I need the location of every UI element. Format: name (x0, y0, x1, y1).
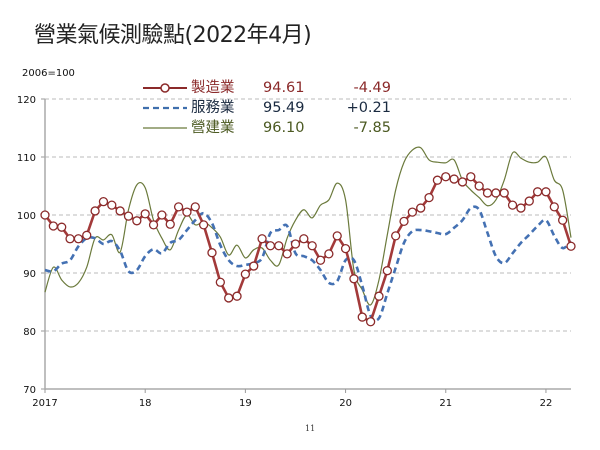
data-point-marker (165, 219, 175, 229)
y-tick-label: 80 (23, 327, 36, 338)
data-point-marker (207, 248, 217, 258)
data-point-marker (449, 174, 459, 184)
data-point-marker (65, 234, 75, 244)
data-point-marker (148, 220, 159, 230)
x-tick-label: 20 (339, 398, 352, 409)
data-point-marker (474, 181, 484, 191)
legend-change: +0.21 (346, 100, 391, 116)
data-point-marker (532, 187, 543, 197)
data-point-marker (190, 202, 200, 212)
legend-value: 96.10 (263, 120, 305, 136)
series-manufacturing-line (43, 175, 573, 324)
data-point-marker (265, 241, 276, 251)
line-circle-marker-icon (143, 83, 187, 93)
legend-value: 95.49 (263, 100, 305, 116)
data-point-marker (307, 241, 317, 251)
legend-item-services: 服務業 95.49 +0.21 (143, 98, 391, 118)
legend-value: 94.61 (263, 80, 305, 96)
data-point-marker (499, 188, 509, 198)
data-point-marker (240, 269, 251, 279)
data-point-marker (399, 216, 409, 227)
data-point-marker (349, 274, 359, 284)
data-point-marker (315, 255, 326, 265)
data-point-marker (82, 230, 92, 240)
data-point-marker (73, 234, 84, 244)
data-point-marker (549, 202, 559, 212)
data-point-marker (491, 188, 501, 198)
data-point-marker (232, 291, 242, 301)
data-point-marker (391, 231, 401, 241)
data-point-marker (541, 187, 551, 197)
data-point-marker (416, 203, 426, 213)
data-point-marker (173, 202, 184, 212)
legend-item-construction: 營建業 96.10 -7.85 (143, 118, 391, 138)
x-tick-label: 21 (439, 398, 452, 409)
data-point-marker (157, 210, 167, 220)
data-point-marker (516, 203, 526, 213)
data-point-marker (123, 211, 134, 221)
chart-title: 營業氣候測驗點(2022年4月) (34, 23, 312, 48)
data-point-marker (566, 241, 576, 251)
page-number: 11 (305, 424, 316, 433)
data-point-marker (282, 249, 292, 259)
y-tick-label: 110 (17, 153, 36, 164)
data-point-marker (290, 239, 301, 249)
y-tick-label: 90 (23, 269, 36, 280)
data-point-marker (215, 277, 225, 287)
legend-change: -7.85 (353, 120, 391, 136)
data-point-marker (40, 210, 50, 220)
data-point-marker (507, 200, 518, 210)
series-services-line (44, 205, 572, 322)
data-point-marker (524, 196, 534, 206)
legend-name: 服務業 (191, 100, 235, 116)
data-point-marker (249, 261, 259, 271)
data-point-marker (365, 317, 376, 327)
data-point-marker (432, 175, 443, 185)
data-point-marker (374, 291, 384, 301)
legend-item-manufacturing: 製造業 94.61 -4.49 (143, 78, 391, 98)
dashed-line-icon (143, 106, 187, 110)
y-tick-label: 70 (23, 385, 36, 396)
data-point-marker (90, 206, 100, 216)
base-year-label: 2006=100 (22, 68, 75, 79)
data-point-marker (340, 243, 351, 254)
legend-name: 製造業 (191, 80, 235, 96)
data-point-marker (299, 234, 309, 244)
data-point-marker (482, 188, 493, 198)
x-tick-label: 18 (139, 398, 152, 409)
data-point-marker (115, 206, 125, 216)
data-point-marker (324, 249, 334, 259)
data-point-marker (407, 207, 418, 217)
legend-change: -4.49 (353, 80, 391, 96)
data-point-marker (441, 172, 451, 182)
data-point-marker (107, 200, 117, 210)
data-point-marker (224, 293, 234, 303)
data-point-marker (182, 207, 192, 217)
data-point-marker (140, 209, 150, 219)
x-tick-label: 2017 (32, 398, 57, 409)
data-point-marker (457, 177, 468, 187)
data-point-marker (274, 241, 284, 251)
solid-line-icon (143, 127, 187, 129)
series-construction-line (44, 146, 572, 306)
data-point-marker (332, 231, 342, 241)
data-point-marker (57, 222, 67, 232)
data-point-marker (558, 215, 568, 225)
y-tick-label: 100 (17, 211, 36, 222)
data-point-marker (382, 266, 392, 276)
data-point-marker (466, 172, 476, 182)
data-point-marker (357, 312, 367, 322)
data-point-marker (48, 221, 58, 231)
legend-name: 營建業 (191, 120, 235, 136)
data-point-marker (132, 216, 142, 226)
x-tick-label: 22 (540, 398, 553, 409)
x-tick-label: 19 (239, 398, 252, 409)
data-point-marker (98, 197, 109, 207)
data-point-marker (257, 234, 267, 244)
data-point-marker (198, 220, 209, 230)
data-point-marker (424, 192, 434, 203)
legend: 製造業 94.61 -4.49 服務業 95.49 +0.21 營建業 96.1… (143, 78, 391, 138)
y-tick-label: 120 (17, 95, 36, 106)
